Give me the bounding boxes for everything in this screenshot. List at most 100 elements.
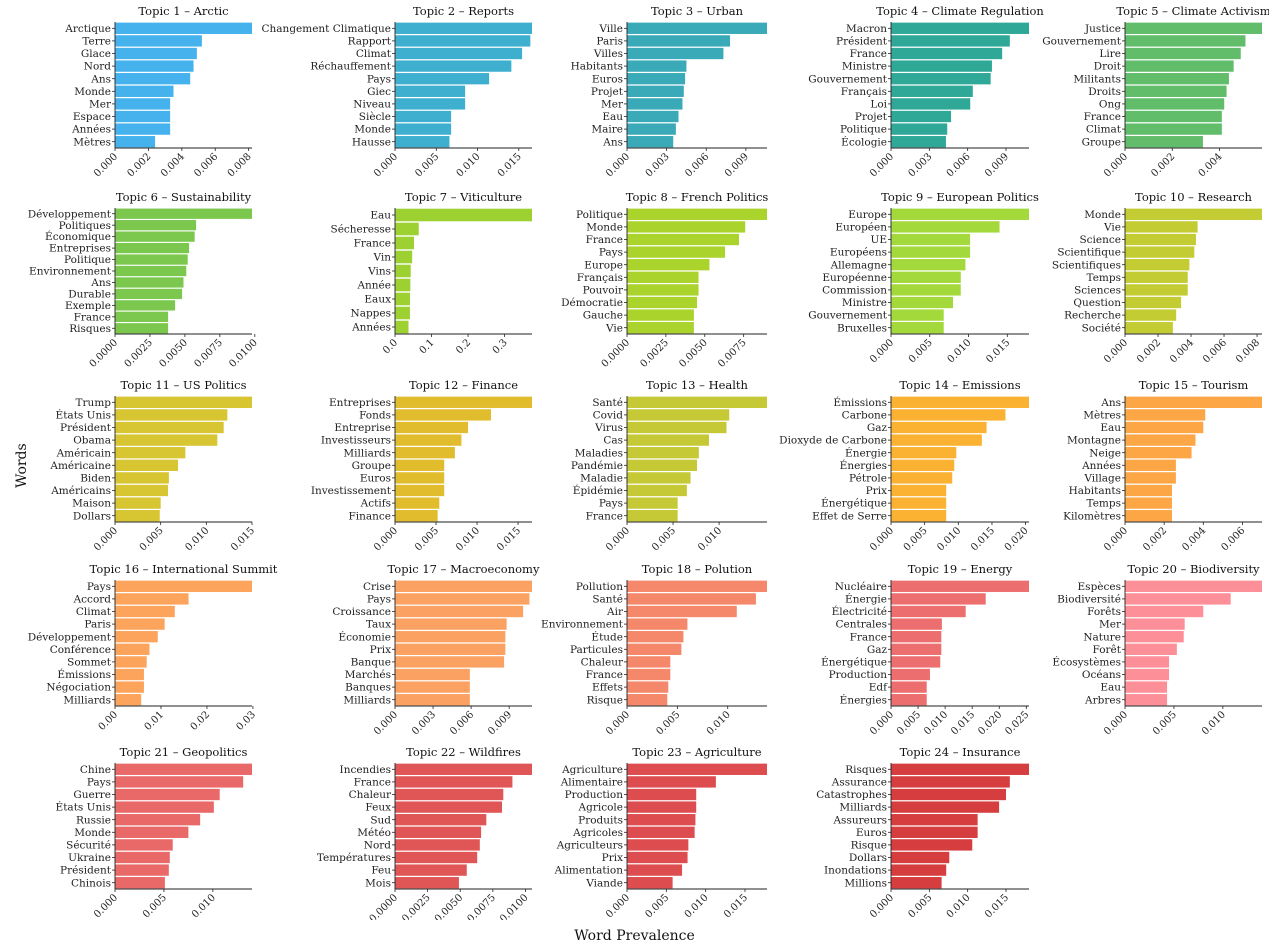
- word-label: France: [354, 238, 391, 250]
- word-label: Météo: [357, 827, 391, 839]
- bar: [1125, 459, 1176, 471]
- x-tick-label: 0.020: [976, 709, 1004, 737]
- word-label: Temps: [1087, 498, 1121, 510]
- word-label: Ukraine: [68, 852, 111, 864]
- facet-panel: Topic 7 – Viticulture Eau Sécheresse France…: [331, 190, 532, 356]
- word-label: Habitants: [1069, 485, 1121, 497]
- bar: [395, 668, 470, 681]
- bar: [395, 447, 455, 459]
- bar: [115, 409, 228, 421]
- facet-title: Topic 9 – European Politics: [881, 190, 1039, 204]
- x-tick-label: 0.00: [97, 709, 121, 733]
- x-tick-label: 0.015: [984, 337, 1012, 365]
- bar: [627, 447, 699, 459]
- word-label: Vie: [605, 322, 623, 334]
- word-label: Question: [1073, 297, 1121, 309]
- word-label: Loi: [870, 99, 887, 111]
- facet-title: Topic 17 – Macroeconomy: [388, 562, 540, 576]
- x-tick-label: 0.000: [372, 151, 400, 179]
- x-tick-label: 0.000: [604, 151, 632, 179]
- x-tick-label: 0.015: [495, 525, 523, 553]
- word-label: Vin: [372, 252, 391, 264]
- word-label: Europe: [848, 209, 887, 221]
- bar: [891, 472, 953, 484]
- word-label: Ministre: [842, 61, 887, 73]
- word-label: Euros: [856, 827, 887, 839]
- word-label: Europe: [584, 259, 623, 271]
- bar: [395, 864, 467, 876]
- bar: [395, 434, 462, 446]
- word-label: Électricité: [832, 604, 887, 618]
- y-axis-label: Words: [14, 443, 30, 488]
- word-label: Gouvernement: [808, 73, 888, 85]
- bar: [395, 47, 523, 60]
- bar: [627, 484, 687, 497]
- word-label: Pollution: [576, 581, 623, 593]
- bar: [115, 681, 144, 693]
- x-axis-label: Word Prevalence: [574, 928, 695, 944]
- word-label: Politique: [840, 124, 887, 136]
- facet-panel: Topic 17 – Macroeconomy CrisePaysCroissan…: [332, 562, 540, 737]
- x-tick-label: 0.010: [946, 337, 974, 365]
- word-label: Énergies: [840, 458, 887, 472]
- word-label: Niveau: [353, 99, 391, 111]
- bar: [395, 788, 504, 801]
- word-label: Production: [565, 789, 624, 801]
- word-label: Nappes: [351, 308, 392, 320]
- word-label: Pays: [367, 73, 391, 85]
- word-label: Science: [1079, 234, 1121, 246]
- bar: [627, 322, 694, 334]
- bar: [395, 605, 524, 618]
- bar: [395, 250, 413, 264]
- x-tick-label: 0.000: [92, 525, 120, 553]
- word-label: Eau: [1100, 422, 1121, 434]
- word-label: Conférence: [50, 644, 111, 656]
- bar: [395, 763, 532, 775]
- bar: [1125, 246, 1195, 258]
- word-label: France: [850, 631, 887, 643]
- bar: [891, 826, 978, 838]
- bar: [115, 851, 170, 864]
- bar: [891, 47, 1003, 60]
- word-label: Projet: [591, 86, 624, 98]
- bar: [395, 877, 459, 889]
- bar: [891, 233, 971, 246]
- word-label: Chaleur: [349, 789, 392, 801]
- bar: [627, 136, 674, 148]
- x-tick-label: 0.005: [138, 525, 166, 553]
- word-label: Giec: [367, 86, 391, 98]
- bar: [395, 618, 507, 630]
- word-label: Chine: [80, 764, 111, 776]
- bar: [395, 320, 409, 334]
- word-label: Trump: [76, 397, 112, 409]
- word-label: Politique: [576, 209, 623, 221]
- word-label: Feu: [371, 865, 391, 877]
- x-tick-label: 0.005: [413, 525, 441, 553]
- word-label: Ans: [602, 136, 623, 148]
- bar: [395, 264, 411, 278]
- facet-title: Topic 21 – Geopolitics: [120, 745, 248, 759]
- facet-title: Topic 18 – Polution: [642, 562, 753, 576]
- bar: [891, 839, 973, 851]
- word-label: Nord: [364, 840, 392, 852]
- word-label: Sécheresse: [331, 224, 392, 236]
- x-tick-label: 0.002: [126, 151, 154, 179]
- word-label: Monde: [586, 222, 623, 234]
- facet-title: Topic 12 – Finance: [409, 378, 518, 392]
- x-tick-label: 0.005: [413, 151, 441, 179]
- bar: [891, 421, 987, 434]
- bar: [891, 694, 927, 706]
- bar: [115, 447, 186, 459]
- word-label: Européenne: [822, 272, 887, 284]
- word-label: Crise: [363, 581, 391, 593]
- facet-panel: Topic 3 – Urban VilleParisVillesHabitants…: [571, 4, 767, 179]
- bar: [891, 484, 947, 497]
- x-tick-label: 0.006: [683, 151, 711, 179]
- bar: [395, 826, 482, 838]
- word-label: Sommet: [67, 657, 112, 669]
- word-label: Inondations: [824, 865, 887, 877]
- word-label: Sécurité: [66, 840, 111, 852]
- x-tick-label: 0.0075: [192, 337, 225, 370]
- word-label: Environnement: [541, 619, 624, 631]
- word-label: Santé: [592, 594, 623, 606]
